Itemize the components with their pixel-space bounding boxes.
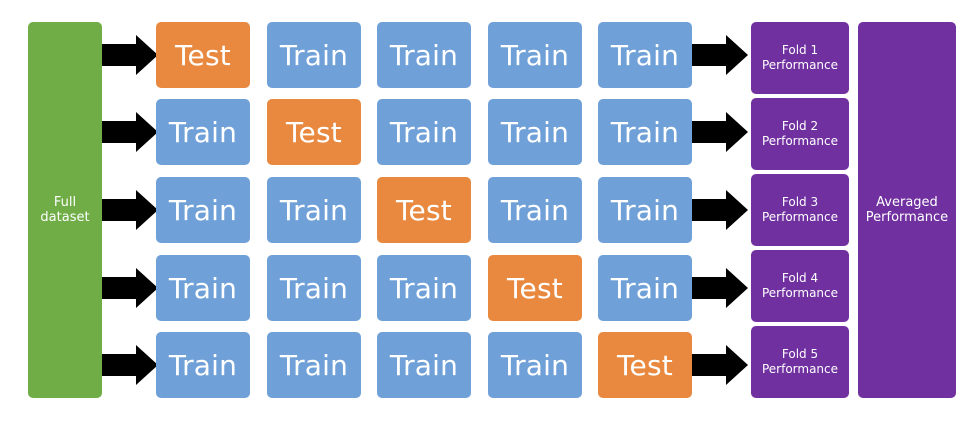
arrow-icon — [102, 268, 158, 308]
full-dataset-box: Full dataset — [28, 22, 102, 398]
fold-row-1: Test Train Train Train Train — [0, 22, 980, 88]
fold-5-performance-label: Fold 5 Performance — [761, 347, 839, 376]
fold-5-cell-4: Train — [488, 332, 582, 398]
fold-1-cell-1: Test — [156, 22, 250, 88]
fold-3-performance-label: Fold 3 Performance — [761, 195, 839, 224]
fold-1-cell-3: Train — [377, 22, 471, 88]
arrow-icon — [692, 268, 748, 308]
fold-5-cell-3: Train — [377, 332, 471, 398]
fold-2-cell-1: Train — [156, 99, 250, 165]
fold-5-cell-2: Train — [267, 332, 361, 398]
full-dataset-label: Full dataset — [40, 195, 90, 225]
fold-3-cell-1: Train — [156, 177, 250, 243]
fold-row-3: Train Train Test Train Train — [0, 177, 980, 243]
fold-3-cell-4: Train — [488, 177, 582, 243]
arrow-icon — [692, 35, 748, 75]
fold-2-cell-4: Train — [488, 99, 582, 165]
averaged-performance-box: Averaged Performance — [858, 22, 956, 398]
fold-4-cell-5: Train — [598, 255, 692, 321]
fold-5-performance-box: Fold 5 Performance — [751, 326, 849, 398]
fold-3-cell-3: Test — [377, 177, 471, 243]
fold-1-performance-label: Fold 1 Performance — [761, 43, 839, 72]
fold-4-cell-1: Train — [156, 255, 250, 321]
fold-3-cell-2: Train — [267, 177, 361, 243]
arrow-icon — [102, 112, 158, 152]
fold-1-performance-box: Fold 1 Performance — [751, 22, 849, 94]
fold-5-cell-1: Train — [156, 332, 250, 398]
fold-2-cell-3: Train — [377, 99, 471, 165]
arrow-icon — [102, 190, 158, 230]
arrow-icon — [692, 190, 748, 230]
arrow-icon — [102, 35, 158, 75]
fold-2-performance-box: Fold 2 Performance — [751, 98, 849, 170]
arrow-icon — [102, 345, 158, 385]
fold-2-cell-5: Train — [598, 99, 692, 165]
fold-row-2: Train Test Train Train Train — [0, 99, 980, 165]
arrow-icon — [692, 112, 748, 152]
fold-row-4: Train Train Train Test Train — [0, 255, 980, 321]
fold-row-5: Train Train Train Train Test — [0, 332, 980, 398]
averaged-performance-label: Averaged Performance — [865, 195, 949, 225]
fold-1-cell-5: Train — [598, 22, 692, 88]
fold-2-performance-label: Fold 2 Performance — [761, 119, 839, 148]
fold-2-cell-2: Test — [267, 99, 361, 165]
fold-4-cell-4: Test — [488, 255, 582, 321]
fold-1-cell-2: Train — [267, 22, 361, 88]
fold-4-performance-label: Fold 4 Performance — [761, 271, 839, 300]
fold-4-cell-2: Train — [267, 255, 361, 321]
fold-1-cell-4: Train — [488, 22, 582, 88]
fold-5-cell-5: Test — [598, 332, 692, 398]
fold-3-performance-box: Fold 3 Performance — [751, 174, 849, 246]
fold-4-cell-3: Train — [377, 255, 471, 321]
fold-4-performance-box: Fold 4 Performance — [751, 250, 849, 322]
arrow-icon — [692, 345, 748, 385]
fold-3-cell-5: Train — [598, 177, 692, 243]
